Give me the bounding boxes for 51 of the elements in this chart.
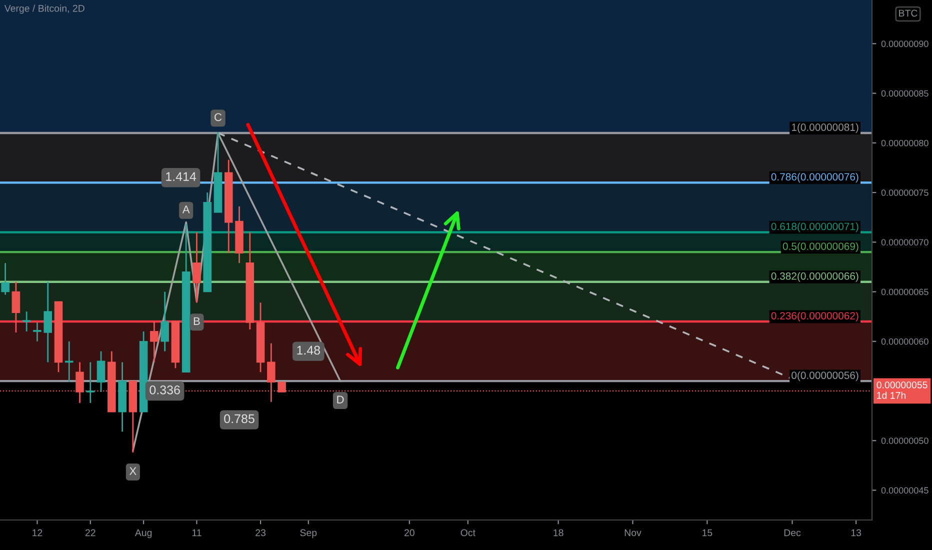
y-tick-label: 0.00000065 bbox=[881, 288, 928, 296]
x-tick-label: Nov bbox=[624, 529, 642, 536]
ref-line-label: 1(0.00000081) bbox=[792, 123, 858, 133]
ref-line-label: 0.00000055 1d 17h bbox=[876, 381, 928, 399]
candlestick bbox=[86, 362, 95, 404]
candlestick bbox=[22, 310, 31, 332]
x-tick-label: 11 bbox=[192, 529, 202, 536]
annotation: 0.785 bbox=[224, 414, 254, 424]
ref-line-label: 0.786(0.00000076) bbox=[771, 172, 858, 183]
y-tick-label: 0.00000085 bbox=[881, 90, 928, 97]
candlestick bbox=[96, 350, 106, 393]
candlestick bbox=[192, 232, 201, 304]
y-tick-label: 0.00000045 bbox=[881, 487, 928, 494]
x-tick-label: 18 bbox=[554, 529, 564, 536]
y-tick-label: 0.00000070 bbox=[881, 239, 928, 246]
x-tick-label: 15 bbox=[702, 529, 712, 536]
x-tick-label: Aug bbox=[134, 529, 152, 538]
x-tick-label: 13 bbox=[851, 529, 862, 536]
candlestick bbox=[160, 291, 169, 352]
x-tick-label: 22 bbox=[85, 529, 96, 536]
text: BTC bbox=[899, 10, 918, 17]
x-tick-label: 23 bbox=[256, 529, 266, 536]
annotation: C bbox=[214, 113, 222, 122]
y-tick-label: 0.00000050 bbox=[881, 438, 928, 444]
ref-line-label: 0.5(0.00000069) bbox=[782, 242, 858, 252]
annotation: D bbox=[337, 396, 344, 404]
chart-title: Verge / Bitcoin, 2D bbox=[4, 4, 84, 14]
ref-line-label: 0.236(0.00000062) bbox=[771, 312, 858, 322]
x-tick-label: 20 bbox=[404, 529, 414, 536]
candlestick bbox=[33, 322, 42, 342]
annotation: A bbox=[182, 206, 190, 214]
candlestick bbox=[150, 320, 158, 363]
annotation: X bbox=[129, 467, 136, 475]
ref-line-label: 0.382(0.00000066) bbox=[771, 272, 858, 282]
x-tick-label: Dec bbox=[784, 529, 801, 536]
y-tick-label: 0.00000090 bbox=[881, 40, 928, 48]
annotation: 1.48 bbox=[297, 346, 320, 355]
candlestick bbox=[1, 262, 10, 296]
ref-line-label: 0.618(0.00000071) bbox=[771, 222, 858, 232]
y-tick-label: 0.00000060 bbox=[881, 338, 928, 345]
candlestick bbox=[12, 281, 20, 334]
annotation: 1.414 bbox=[166, 172, 196, 181]
ref-line-label: 0(0.00000056) bbox=[792, 371, 858, 382]
x-tick-label: Oct bbox=[460, 529, 476, 536]
annotation: B bbox=[194, 317, 200, 325]
x-tick-label: 12 bbox=[32, 529, 42, 536]
annotation: 0.336 bbox=[150, 385, 180, 394]
candlestick bbox=[44, 281, 52, 363]
y-tick-label: 0.00000080 bbox=[881, 140, 928, 146]
x-tick-label: Sep bbox=[300, 529, 317, 538]
y-tick-label: 0.00000075 bbox=[881, 189, 928, 196]
